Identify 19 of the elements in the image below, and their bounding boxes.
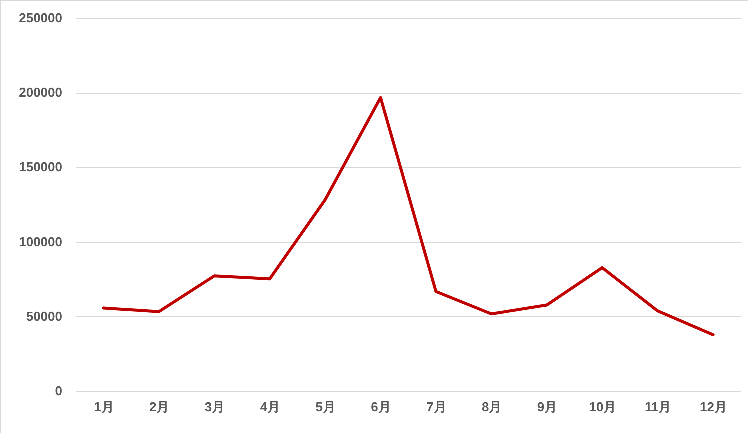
- y-tick-label: 0: [55, 384, 62, 398]
- line-series: [102, 96, 715, 337]
- x-tick-label: 3月: [204, 400, 226, 414]
- y-tick-label: 100000: [19, 234, 62, 250]
- y-tick-label: 150000: [19, 160, 62, 175]
- x-tick-label: 8月: [482, 400, 502, 414]
- x-tick-label: 1月: [94, 400, 114, 414]
- x-tick-label: 10月: [589, 400, 617, 414]
- x-tick-label: 9月: [537, 400, 558, 414]
- x-tick-label: 5月: [316, 400, 336, 414]
- y-tick-label: 200000: [19, 85, 62, 100]
- x-tick-label: 12月: [700, 400, 728, 414]
- y-tick-label: 250000: [19, 10, 62, 26]
- y-tick-label: 50000: [26, 308, 62, 324]
- x-tick-label: 11月: [645, 400, 672, 414]
- x-tick-label: 6月: [371, 400, 392, 414]
- x-tick-label: 4月: [260, 400, 281, 414]
- x-tick-label: 7月: [426, 400, 447, 414]
- x-tick-label: 2月: [150, 400, 170, 414]
